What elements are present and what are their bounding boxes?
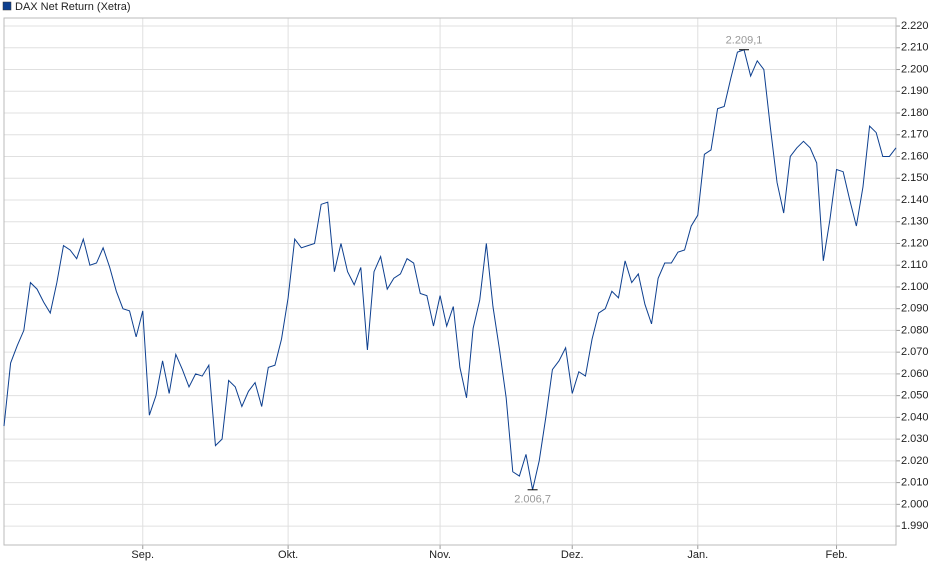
plot-frame (3, 17, 897, 546)
y-tick-label: 2.140 (901, 194, 929, 206)
x-tick-label: Feb. (826, 549, 848, 561)
y-tick-label: 2.120 (901, 237, 929, 249)
y-tick-label: 2.040 (901, 411, 929, 423)
y-tick-label: 2.190 (901, 85, 929, 97)
y-tick-label: 2.110 (901, 259, 928, 271)
y-tick-label: 2.050 (901, 390, 929, 402)
x-tick-label: Jan. (687, 549, 708, 561)
y-tick-label: 2.070 (901, 346, 929, 358)
y-tick-label: 2.170 (901, 129, 929, 141)
y-tick-label: 2.220 (901, 20, 929, 32)
legend-swatch (2, 1, 12, 11)
y-tick-label: 2.210 (901, 42, 929, 54)
y-tick-label: 2.030 (901, 433, 929, 445)
y-tick-label: 2.020 (901, 455, 929, 467)
y-tick-label: 2.160 (901, 150, 929, 162)
y-tick-label: 2.100 (901, 281, 929, 293)
y-tick-label: 2.000 (901, 498, 929, 510)
annotation: 2.006,7 (514, 494, 551, 506)
y-tick-label: 2.090 (901, 303, 929, 315)
y-tick-label: 2.060 (901, 368, 929, 380)
x-tick-label: Sep. (131, 549, 154, 561)
y-tick-label: 2.200 (901, 63, 929, 75)
x-tick-label: Dez. (561, 549, 584, 561)
y-tick-label: 2.130 (901, 216, 929, 228)
y-tick-label: 1.990 (901, 520, 929, 532)
x-tick-label: Nov. (429, 549, 451, 561)
annotation: 2.209,1 (726, 35, 763, 47)
y-tick-label: 2.080 (901, 324, 929, 336)
x-tick-label: Okt. (278, 549, 298, 561)
y-tick-label: 2.180 (901, 107, 929, 119)
price-line (3, 49, 897, 490)
y-tick-label: 2.150 (901, 172, 929, 184)
y-tick-label: 2.010 (901, 477, 929, 489)
legend-label: DAX Net Return (Xetra) (15, 1, 131, 13)
